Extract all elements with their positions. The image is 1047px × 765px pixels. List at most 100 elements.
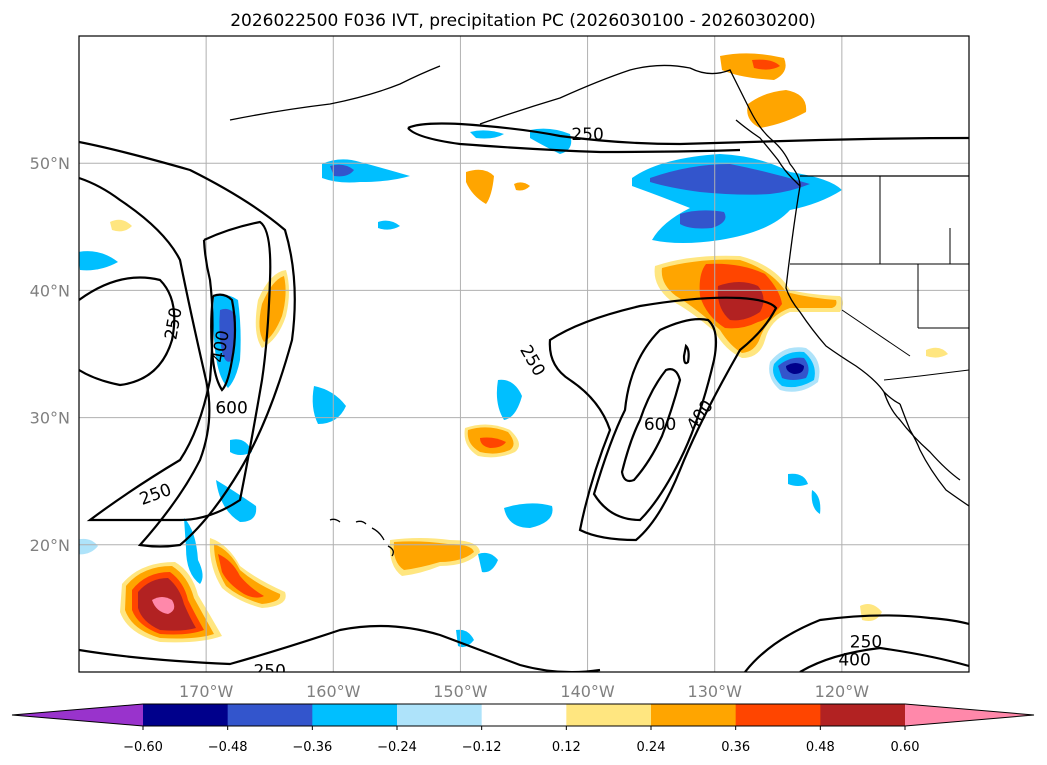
contour-label-8: 250 (253, 662, 285, 682)
colorbar-tick-label-6: 0.24 (637, 740, 666, 755)
ivt-contours (79, 122, 969, 672)
x-tick-label-0: 170°W (179, 682, 234, 701)
contour-label-group-2: 600 (215, 398, 247, 418)
contour-label-9: 250 (850, 632, 882, 652)
shade-hawaii-tongue-orange (214, 544, 281, 604)
shade-hawaii-tongue-red (218, 554, 264, 598)
coastline-alaska (479, 64, 801, 187)
y-tick-label-1: 30°N (30, 409, 70, 428)
hawaii-islands (329, 518, 394, 557)
shade-small-neg-10 (79, 538, 98, 555)
contour-label-group-5: 600 (644, 415, 676, 435)
colorbar-tick-label-1: −0.48 (208, 740, 248, 755)
shade-small-neg-2 (470, 130, 504, 139)
shade-small-neg-6 (496, 379, 522, 420)
coastline-aleutians (229, 65, 441, 121)
shade-small-neg-3 (530, 128, 572, 154)
x-tick-label-1: 160°W (306, 682, 361, 701)
contour-600-central (620, 368, 682, 483)
colorbar-swatch-8 (820, 704, 906, 726)
state-lines (790, 176, 969, 357)
colorbar-tick-label-3: −0.24 (377, 740, 417, 755)
contour-label-2: 600 (215, 398, 247, 418)
y-axis-ticks: 20°N 30°N 40°N 50°N (30, 154, 70, 555)
colorbar-swatch-2 (312, 704, 398, 726)
colorbar-tick-label-7: 0.36 (721, 740, 750, 755)
contour-label-10: 400 (838, 650, 870, 670)
shade-small-neg-15 (230, 439, 252, 455)
contour-250-north-b (407, 127, 741, 154)
shade-pnw-pos-1-red (752, 59, 780, 70)
contour-label-group-8: 250 (253, 662, 285, 682)
contour-600-west (210, 293, 237, 392)
colorbar-swatch-4 (481, 704, 567, 726)
map-frame (78, 35, 970, 673)
x-tick-label-2: 150°W (433, 682, 488, 701)
colorbar-swatch-6 (651, 704, 737, 726)
shade-hawaii-pink (152, 597, 175, 614)
y-tick-label-0: 20°N (30, 536, 70, 555)
colorbar-tick-label-9: 0.60 (891, 740, 920, 755)
coastline-us-west (785, 185, 901, 405)
colorbar-tick-label-2: −0.36 (292, 740, 332, 755)
contour-250-west (79, 140, 296, 548)
colorbar-tick-label-5: 0.12 (552, 740, 581, 755)
precipitation-pc-shading (79, 53, 948, 648)
contour-400-central (592, 318, 718, 522)
colorbar-extend-low (12, 704, 143, 726)
x-tick-label-4: 130°W (688, 682, 743, 701)
contour-250-central (548, 296, 778, 542)
shade-norcal-darkred (717, 282, 764, 321)
contour-label-5: 600 (644, 415, 676, 435)
colorbar-extend-high (905, 704, 1034, 726)
contour-250-north (407, 122, 969, 146)
contour-label-7: 250 (571, 125, 603, 145)
shade-small-neg-12 (788, 473, 808, 486)
shade-small-pos-2 (514, 182, 530, 191)
colorbar-swatch-5 (566, 704, 652, 726)
y-tick-label-2: 40°N (30, 281, 70, 300)
colorbar-tick-label-0: −0.60 (123, 740, 163, 755)
shade-small-neg-11 (478, 552, 498, 573)
colorbar-swatch-3 (397, 704, 483, 726)
border-us-mexico (883, 369, 969, 381)
shade-cp-pos-red (480, 437, 506, 448)
contour-label-group-10: 400 (838, 650, 870, 670)
chart-title: 2026022500 F036 IVT, precipitation PC (2… (230, 11, 816, 31)
contour-250-se (744, 614, 969, 672)
coastlines (229, 64, 969, 557)
contour-label-group-7: 250 (571, 125, 603, 145)
shade-islands-pos-orange (393, 541, 474, 570)
contour-250-south (79, 624, 601, 672)
shade-small-pos-3 (110, 219, 132, 232)
shade-bc-south (680, 210, 726, 229)
x-axis-ticks: 170°W 160°W 150°W 140°W 130°W 120°W (179, 682, 869, 701)
shade-small-neg-7 (504, 503, 553, 528)
contour-400-se (799, 646, 969, 672)
shade-dateline-neg-dark (219, 308, 236, 362)
shade-small-pos-4 (926, 347, 948, 358)
colorbar-tick-label-4: −0.12 (462, 740, 502, 755)
colorbar-swatch-1 (227, 704, 313, 726)
shade-small-neg-4 (79, 251, 118, 271)
shade-small-neg-14 (378, 220, 400, 230)
y-tick-label-3: 50°N (30, 154, 70, 173)
colorbar-swatch-0 (143, 704, 229, 726)
shade-small-neg-1-dark (330, 164, 354, 177)
shade-pnw-pos-1 (720, 53, 786, 80)
shade-dateline-pos-orange (259, 276, 286, 342)
colorbar-swatch-7 (735, 704, 821, 726)
colorbar: −0.60 −0.48 −0.36 −0.24 −0.12 0.12 0.24 0.36 0.4… (11, 703, 1035, 755)
x-tick-label-5: 120°W (815, 682, 870, 701)
contour-600-central-small (682, 343, 690, 365)
shade-small-neg-5 (312, 386, 346, 424)
contour-label-group-9: 250 (850, 632, 882, 652)
coastline-bc (735, 119, 801, 187)
coastline-mexico (899, 403, 969, 507)
x-tick-label-3: 140°W (560, 682, 615, 701)
shade-small-neg-13 (811, 490, 821, 514)
shade-small-neg-9 (184, 518, 203, 584)
